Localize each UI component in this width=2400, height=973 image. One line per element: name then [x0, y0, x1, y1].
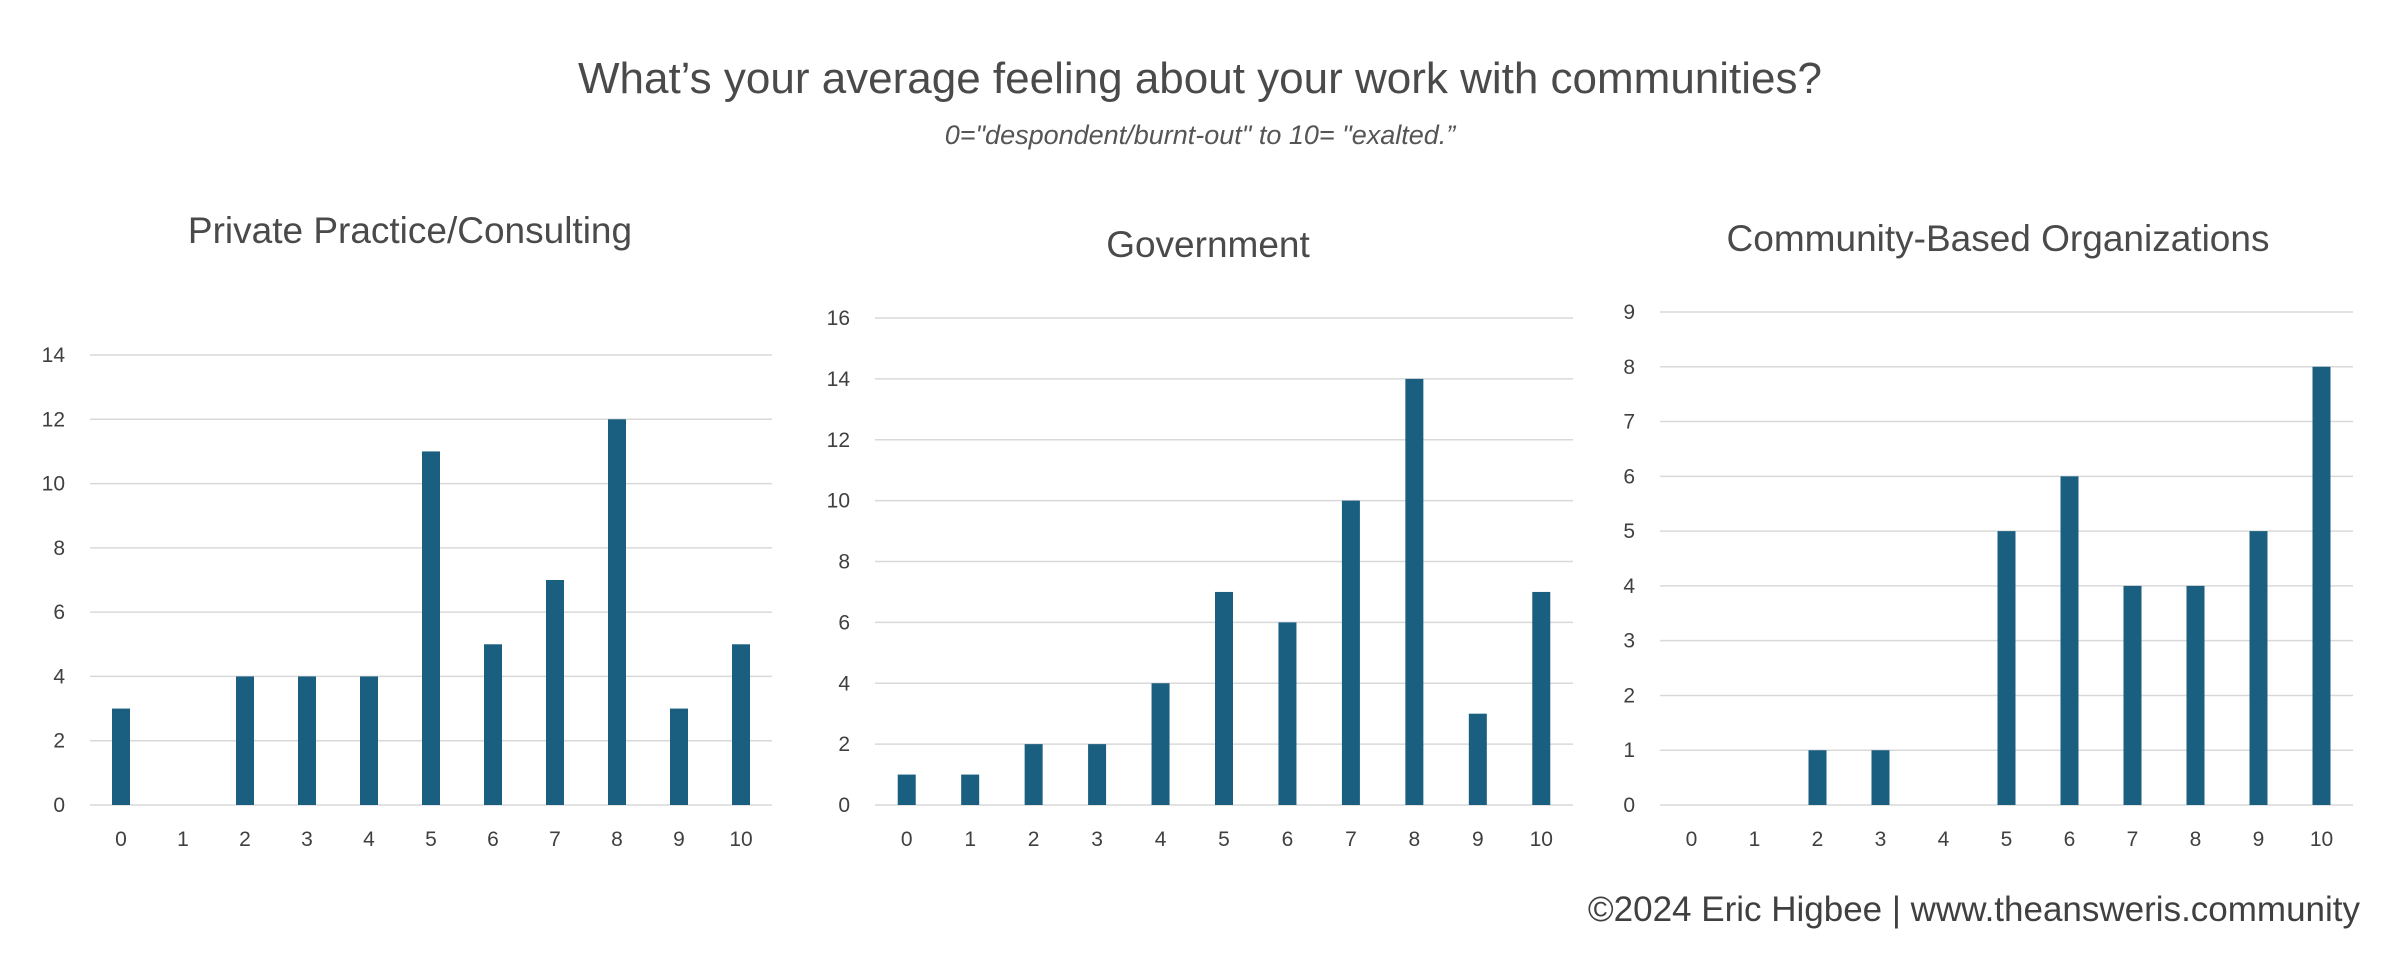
bar	[1215, 591, 1233, 805]
bar	[1532, 591, 1551, 805]
chart-title: Private Practice/Consulting	[188, 210, 632, 251]
y-tick-label: 4	[1623, 575, 1635, 598]
y-tick-label: 3	[1623, 630, 1635, 653]
x-tick-label: 3	[1091, 828, 1103, 851]
y-tick-label: 16	[827, 307, 850, 330]
bar	[112, 708, 130, 805]
chart-title: Government	[1106, 224, 1310, 265]
y-tick-label: 2	[1623, 684, 1635, 707]
page-title: What’s your average feeling about your w…	[577, 54, 1822, 103]
y-tick-label: 10	[827, 490, 850, 513]
y-tick-label: 12	[827, 429, 850, 452]
page-subtitle: 0="despondent/burnt-out" to 10= "exalted…	[944, 120, 1456, 150]
bar	[298, 676, 316, 805]
x-tick-label: 4	[1938, 828, 1950, 851]
y-tick-label: 7	[1623, 411, 1635, 434]
y-tick-label: 9	[1623, 301, 1635, 324]
y-tick-label: 12	[42, 408, 65, 431]
y-tick-label: 10	[42, 473, 65, 496]
bar	[1151, 683, 1170, 805]
x-tick-label: 2	[239, 828, 251, 851]
y-tick-label: 8	[838, 551, 850, 574]
bar	[897, 774, 916, 805]
y-tick-label: 0	[838, 794, 850, 817]
x-tick-label: 0	[901, 828, 913, 851]
bar	[1088, 744, 1107, 805]
x-tick-label: 3	[301, 828, 313, 851]
x-tick-label: 2	[1028, 828, 1040, 851]
x-tick-label: 5	[1218, 828, 1230, 851]
bar	[1997, 531, 2016, 805]
y-tick-label: 2	[53, 730, 65, 753]
x-tick-label: 7	[2127, 828, 2139, 851]
x-tick-label: 8	[2190, 828, 2202, 851]
bar	[2249, 531, 2268, 805]
x-tick-label: 10	[1530, 828, 1553, 851]
x-tick-label: 1	[964, 828, 976, 851]
y-tick-label: 8	[53, 537, 65, 560]
bar	[2312, 366, 2331, 805]
x-tick-label: 6	[487, 828, 499, 851]
x-tick-label: 9	[2253, 828, 2265, 851]
y-tick-label: 4	[53, 665, 65, 688]
bar	[1808, 750, 1827, 805]
x-tick-label: 10	[2310, 828, 2333, 851]
x-tick-label: 6	[2064, 828, 2076, 851]
x-tick-label: 0	[1686, 828, 1698, 851]
bar	[2123, 585, 2142, 805]
x-tick-label: 5	[2001, 828, 2013, 851]
x-tick-label: 9	[1472, 828, 1484, 851]
x-tick-label: 8	[1409, 828, 1421, 851]
bar	[670, 708, 688, 805]
x-tick-label: 9	[673, 828, 685, 851]
y-tick-label: 1	[1623, 739, 1635, 762]
bar	[360, 676, 378, 805]
bar	[1405, 378, 1424, 805]
bar	[1468, 713, 1487, 805]
x-tick-label: 1	[1749, 828, 1761, 851]
x-tick-label: 6	[1282, 828, 1294, 851]
y-tick-label: 2	[838, 733, 850, 756]
x-tick-label: 3	[1875, 828, 1887, 851]
chart-title: Community-Based Organizations	[1727, 218, 2270, 259]
y-tick-label: 5	[1623, 520, 1635, 543]
x-tick-label: 8	[611, 828, 623, 851]
y-tick-label: 6	[1623, 465, 1635, 488]
bar	[1278, 622, 1297, 805]
x-tick-label: 0	[115, 828, 127, 851]
chart-community-based-organizations: Community-Based Organizations 0 1 2 3 4 5 6 7 8 9 0…	[1623, 218, 2353, 851]
bar	[236, 676, 254, 805]
y-tick-label: 4	[838, 672, 850, 695]
y-tick-label: 6	[53, 601, 65, 624]
y-tick-label: 0	[1623, 794, 1635, 817]
x-tick-label: 4	[363, 828, 375, 851]
y-tick-label: 8	[1623, 356, 1635, 379]
x-tick-label: 7	[549, 828, 561, 851]
bar	[961, 774, 980, 805]
y-tick-label: 14	[42, 344, 66, 367]
x-tick-label: 1	[177, 828, 189, 851]
bar	[484, 644, 502, 805]
bar	[1024, 744, 1043, 805]
bar	[732, 644, 750, 805]
x-tick-label: 10	[729, 828, 752, 851]
bar	[1871, 750, 1890, 805]
bar	[1341, 500, 1360, 805]
bar	[546, 580, 564, 805]
y-tick-label: 6	[838, 611, 850, 634]
x-tick-label: 5	[425, 828, 437, 851]
y-tick-label: 14	[827, 368, 851, 391]
x-tick-label: 4	[1155, 828, 1167, 851]
bar	[422, 451, 440, 805]
x-tick-label: 7	[1345, 828, 1357, 851]
bar	[608, 419, 626, 805]
bar	[2186, 585, 2205, 805]
bar	[2060, 476, 2079, 805]
x-tick-label: 2	[1812, 828, 1824, 851]
y-tick-label: 0	[53, 794, 65, 817]
footer-credit: ©2024 Eric Higbee | www.theansweris.comm…	[1587, 890, 2360, 929]
